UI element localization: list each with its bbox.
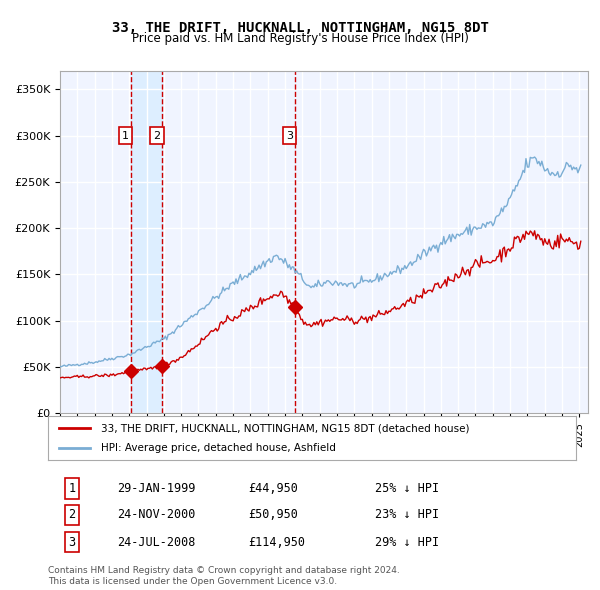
Text: 25% ↓ HPI: 25% ↓ HPI [376, 482, 439, 495]
Text: 33, THE DRIFT, HUCKNALL, NOTTINGHAM, NG15 8DT: 33, THE DRIFT, HUCKNALL, NOTTINGHAM, NG1… [112, 21, 488, 35]
Text: 2: 2 [154, 130, 161, 140]
Bar [131, 71, 162, 413]
Text: 24-JUL-2008: 24-JUL-2008 [116, 536, 195, 549]
Text: 3: 3 [68, 536, 76, 549]
Text: 3: 3 [286, 130, 293, 140]
Text: £44,950: £44,950 [248, 482, 299, 495]
Text: 23% ↓ HPI: 23% ↓ HPI [376, 509, 439, 522]
Text: 33, THE DRIFT, HUCKNALL, NOTTINGHAM, NG15 8DT (detached house): 33, THE DRIFT, HUCKNALL, NOTTINGHAM, NG1… [101, 424, 469, 433]
Text: 29% ↓ HPI: 29% ↓ HPI [376, 536, 439, 549]
Text: 24-NOV-2000: 24-NOV-2000 [116, 509, 195, 522]
Text: £50,950: £50,950 [248, 509, 299, 522]
Text: £114,950: £114,950 [248, 536, 305, 549]
Text: 1: 1 [68, 482, 76, 495]
Text: 2: 2 [68, 509, 76, 522]
Text: Contains HM Land Registry data © Crown copyright and database right 2024.
This d: Contains HM Land Registry data © Crown c… [48, 566, 400, 586]
Text: 1: 1 [122, 130, 129, 140]
Text: 29-JAN-1999: 29-JAN-1999 [116, 482, 195, 495]
Text: HPI: Average price, detached house, Ashfield: HPI: Average price, detached house, Ashf… [101, 443, 335, 453]
Text: Price paid vs. HM Land Registry's House Price Index (HPI): Price paid vs. HM Land Registry's House … [131, 32, 469, 45]
